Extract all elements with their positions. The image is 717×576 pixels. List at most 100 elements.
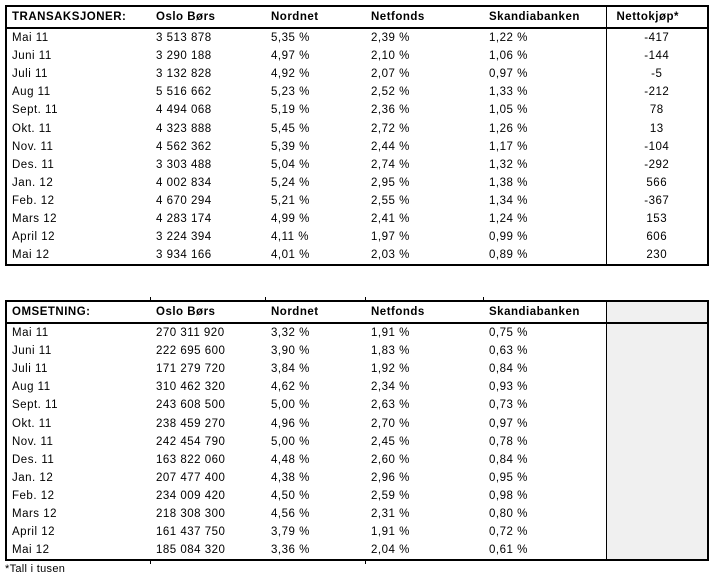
netfonds-cell: 2,60 % xyxy=(371,453,410,466)
month-cell: Juni 11 xyxy=(12,50,52,63)
nordnet-cell: 4,11 % xyxy=(271,231,309,244)
month-cell: Feb. 12 xyxy=(12,194,55,207)
month-cell: Des. 11 xyxy=(12,453,55,466)
skandiabanken-cell: 1,32 % xyxy=(489,158,528,171)
oslo-bors-cell: 5 516 662 xyxy=(156,86,212,99)
table-row: Mai 12 3 934 166 4,01 % 2,03 % 0,89 % 23… xyxy=(6,246,708,266)
oslo-bors-cell: 3 934 166 xyxy=(156,249,212,262)
empty-cell xyxy=(605,541,708,561)
nettokjop-cell: -292 xyxy=(605,155,708,174)
month-cell: Mars 12 xyxy=(12,507,58,520)
omsetning-table: OMSETNING: Oslo Børs Nordnet Netfonds Sk… xyxy=(5,300,709,562)
column-header-netfonds: Netfonds xyxy=(371,306,425,318)
skandiabanken-cell: 1,17 % xyxy=(489,140,528,153)
skandiabanken-cell: 0,98 % xyxy=(489,489,528,502)
table-row: Mai 11 3 513 878 5,35 % 2,39 % 1,22 % -4… xyxy=(6,28,708,48)
skandiabanken-cell: 1,06 % xyxy=(489,50,528,63)
nettokjop-cell: 230 xyxy=(605,246,708,266)
skandiabanken-cell: 1,33 % xyxy=(489,86,528,99)
netfonds-cell: 2,39 % xyxy=(371,32,410,45)
table-row: Juni 11 3 290 188 4,97 % 2,10 % 1,06 % -… xyxy=(6,47,708,66)
skandiabanken-cell: 0,63 % xyxy=(489,345,528,358)
month-cell: Juni 11 xyxy=(12,345,52,358)
omsetning-table-title: OMSETNING: xyxy=(12,306,91,318)
month-cell: Mai 12 xyxy=(12,544,50,557)
nordnet-cell: 4,99 % xyxy=(271,212,310,225)
nettokjop-cell: -417 xyxy=(605,28,708,48)
month-cell: Okt. 11 xyxy=(12,417,52,430)
table-row: April 12 3 224 394 4,11 % 1,97 % 0,99 % … xyxy=(6,228,708,247)
column-header-skandiabanken: Skandiabanken xyxy=(489,11,580,23)
nordnet-cell: 4,96 % xyxy=(271,417,310,430)
table-row: Nov. 11 242 454 790 5,00 % 2,45 % 0,78 % xyxy=(6,432,708,451)
column-header-oslo-bors: Oslo Børs xyxy=(156,306,216,318)
table-row: April 12 161 437 750 3,79 % 1,91 % 0,72 … xyxy=(6,523,708,542)
oslo-bors-cell: 218 308 300 xyxy=(156,507,226,520)
oslo-bors-cell: 222 695 600 xyxy=(156,345,226,358)
empty-cell xyxy=(605,432,708,451)
nordnet-cell: 3,36 % xyxy=(271,544,310,557)
omsetning-header-row: OMSETNING: Oslo Børs Nordnet Netfonds Sk… xyxy=(6,301,708,323)
month-cell: Okt. 11 xyxy=(12,122,52,135)
table-row: Nov. 11 4 562 362 5,39 % 2,44 % 1,17 % -… xyxy=(6,137,708,156)
nordnet-cell: 4,38 % xyxy=(271,471,310,484)
netfonds-cell: 2,41 % xyxy=(371,212,410,225)
nettokjop-cell: 13 xyxy=(605,119,708,138)
table-row: Des. 11 3 303 488 5,04 % 2,74 % 1,32 % -… xyxy=(6,155,708,174)
nordnet-cell: 4,62 % xyxy=(271,381,310,394)
nettokjop-cell: 606 xyxy=(605,228,708,247)
skandiabanken-cell: 1,24 % xyxy=(489,212,528,225)
month-cell: Mai 11 xyxy=(12,327,49,340)
skandiabanken-cell: 0,61 % xyxy=(489,544,528,557)
transaksjoner-header-row: TRANSAKSJONER: Oslo Børs Nordnet Netfond… xyxy=(6,6,708,28)
netfonds-cell: 1,83 % xyxy=(371,345,410,358)
nettokjop-cell: -5 xyxy=(605,65,708,84)
grid-tick xyxy=(150,559,151,564)
netfonds-cell: 2,59 % xyxy=(371,489,410,502)
nordnet-cell: 5,45 % xyxy=(271,122,310,135)
table-row: Feb. 12 234 009 420 4,50 % 2,59 % 0,98 % xyxy=(6,486,708,505)
month-cell: Jan. 12 xyxy=(12,471,54,484)
nordnet-cell: 3,32 % xyxy=(271,327,310,340)
oslo-bors-cell: 4 562 362 xyxy=(156,140,212,153)
netfonds-cell: 2,52 % xyxy=(371,86,410,99)
nordnet-cell: 3,90 % xyxy=(271,345,310,358)
netfonds-cell: 2,31 % xyxy=(371,507,410,520)
netfonds-cell: 2,03 % xyxy=(371,249,410,262)
table-row: Jan. 12 4 002 834 5,24 % 2,95 % 1,38 % 5… xyxy=(6,173,708,192)
table-row: Mai 12 185 084 320 3,36 % 2,04 % 0,61 % xyxy=(6,541,708,561)
table-row: Sept. 11 4 494 068 5,19 % 2,36 % 1,05 % … xyxy=(6,101,708,120)
skandiabanken-cell: 0,84 % xyxy=(489,453,528,466)
skandiabanken-cell: 0,72 % xyxy=(489,526,528,539)
column-header-skandiabanken: Skandiabanken xyxy=(489,306,580,318)
month-cell: Des. 11 xyxy=(12,158,55,171)
oslo-bors-cell: 3 303 488 xyxy=(156,158,212,171)
nordnet-cell: 3,79 % xyxy=(271,526,310,539)
empty-cell xyxy=(605,323,708,343)
netfonds-cell: 2,63 % xyxy=(371,399,410,412)
nordnet-cell: 5,39 % xyxy=(271,140,310,153)
nordnet-cell: 4,48 % xyxy=(271,453,310,466)
oslo-bors-cell: 4 494 068 xyxy=(156,104,212,117)
table-row: Mai 11 270 311 920 3,32 % 1,91 % 0,75 % xyxy=(6,323,708,343)
empty-cell xyxy=(605,468,708,487)
grid-tick xyxy=(365,559,366,564)
month-cell: April 12 xyxy=(12,231,55,244)
netfonds-cell: 1,91 % xyxy=(371,526,410,539)
nordnet-cell: 4,92 % xyxy=(271,68,310,81)
table-row: Juli 11 3 132 828 4,92 % 2,07 % 0,97 % -… xyxy=(6,65,708,84)
nettokjop-cell: -144 xyxy=(605,47,708,66)
nordnet-cell: 5,24 % xyxy=(271,176,310,189)
skandiabanken-cell: 0,80 % xyxy=(489,507,528,520)
netfonds-cell: 1,91 % xyxy=(371,327,410,340)
empty-cell xyxy=(605,378,708,397)
month-cell: Aug 11 xyxy=(12,381,51,394)
table-row: Jan. 12 207 477 400 4,38 % 2,96 % 0,95 % xyxy=(6,468,708,487)
oslo-bors-cell: 242 454 790 xyxy=(156,435,226,448)
nordnet-cell: 5,04 % xyxy=(271,158,310,171)
table-row: Juli 11 171 279 720 3,84 % 1,92 % 0,84 % xyxy=(6,360,708,379)
table-row: Feb. 12 4 670 294 5,21 % 2,55 % 1,34 % -… xyxy=(6,191,708,210)
skandiabanken-cell: 0,78 % xyxy=(489,435,528,448)
month-cell: Nov. 11 xyxy=(12,435,54,448)
grid-tick xyxy=(483,297,484,302)
